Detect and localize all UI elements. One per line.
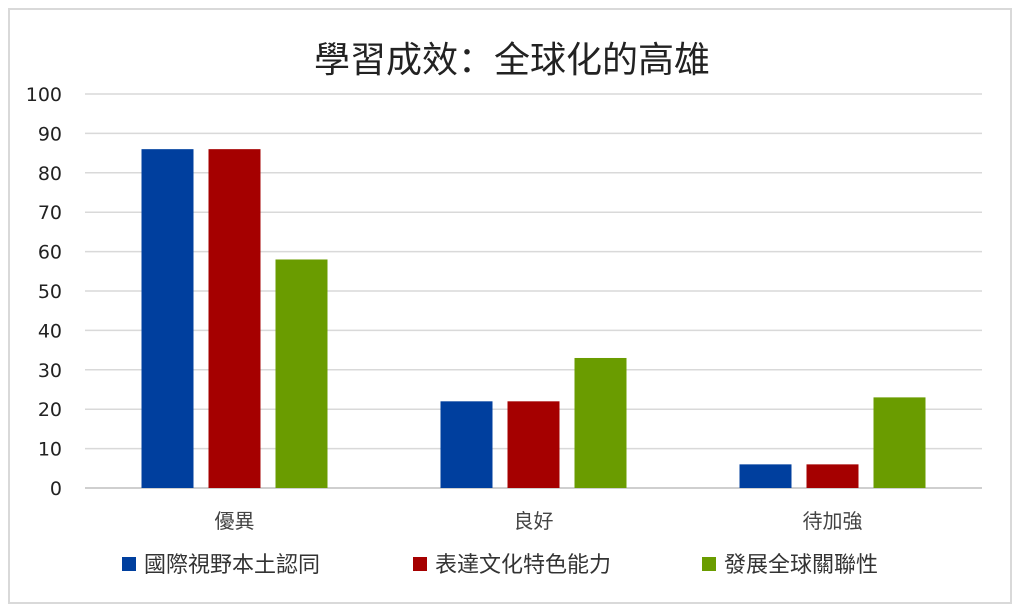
y-tick-label: 50	[38, 281, 62, 303]
category-label: 良好	[514, 509, 554, 533]
legend-label: 國際視野本土認同	[144, 553, 320, 578]
y-tick-label: 90	[38, 123, 62, 145]
bars	[141, 149, 926, 488]
x-axis-categories: 優異 良好 待加強	[215, 509, 863, 533]
legend-label: 表達文化特色能力	[435, 553, 611, 578]
bar-2-0	[739, 464, 792, 488]
category-label: 優異	[215, 509, 255, 533]
legend-swatch-0	[122, 557, 136, 571]
y-tick-label: 100	[26, 84, 62, 106]
bar-0-0	[141, 149, 194, 488]
bar-0-1	[208, 149, 261, 488]
bar-2-2	[873, 397, 926, 488]
y-tick-label: 30	[38, 360, 62, 382]
legend-swatch-2	[702, 557, 716, 571]
y-tick-label: 40	[38, 320, 62, 342]
y-tick-label: 10	[38, 439, 62, 461]
legend-swatch-1	[413, 557, 427, 571]
y-tick-label: 0	[50, 478, 62, 500]
legend-label: 發展全球關聯性	[724, 553, 878, 578]
y-tick-label: 70	[38, 202, 62, 224]
bar-1-1	[507, 401, 560, 488]
y-tick-label: 80	[38, 163, 62, 185]
y-axis-ticks: 0 10 20 30 40 50 60 70 80 90 100	[26, 84, 62, 500]
y-tick-label: 20	[38, 399, 62, 421]
y-tick-label: 60	[38, 242, 62, 264]
category-label: 待加強	[803, 509, 863, 533]
bar-1-0	[440, 401, 493, 488]
legend: 國際視野本土認同 表達文化特色能力 發展全球關聯性	[122, 553, 878, 578]
bar-2-1	[806, 464, 859, 488]
bar-0-2	[275, 259, 328, 488]
bar-1-2	[574, 357, 627, 488]
chart-title: 學習成效：全球化的高雄	[314, 40, 710, 81]
